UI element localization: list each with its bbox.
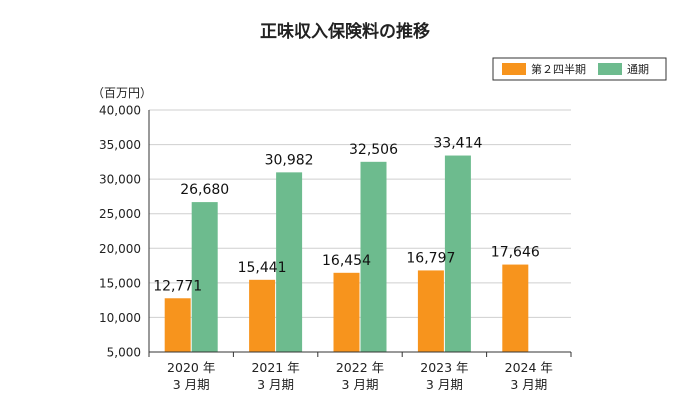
y-axis-ticks: 5,000 10,000 15,000 20,000 25,000 30,000 35,00… [99, 104, 141, 360]
bar-full-year [276, 172, 303, 352]
axes [148, 110, 572, 357]
data-label-full-year: 33,414 [433, 136, 482, 152]
chart-title: 正味収入保険料の推移 [260, 21, 430, 42]
y-tick-label: 20,000 [99, 242, 141, 256]
bar-q2 [417, 270, 444, 352]
bar-full-year [360, 161, 387, 352]
bar-q2 [164, 298, 191, 352]
bar-full-year [444, 155, 471, 352]
data-label-q2: 17,646 [491, 245, 540, 261]
data-label-full-year: 30,982 [265, 152, 314, 168]
x-tick-label-period: 3 月期 [342, 377, 379, 392]
x-tick-label-year: 2024 年 [505, 360, 553, 375]
y-tick-label: 25,000 [99, 207, 141, 221]
x-tick-label-year: 2022 年 [336, 360, 384, 375]
x-tick-label-year: 2021 年 [251, 360, 299, 375]
x-tick-label-period: 3 月期 [426, 377, 463, 392]
y-tick-label: 35,000 [99, 138, 141, 152]
legend-label-q2: 第２四半期 [531, 62, 586, 76]
x-tick-label-year: 2023 年 [420, 360, 468, 375]
x-axis-categories: 2020 年 3 月期 2021 年 3 月期 2022 年 3 月期 2023 年 3 月期… [167, 360, 553, 392]
y-tick-label: 15,000 [99, 276, 141, 290]
bar-q2 [249, 279, 276, 352]
legend-box [492, 57, 667, 81]
data-label-q2: 16,797 [406, 250, 455, 266]
y-tick-label: 5,000 [107, 346, 141, 360]
legend-swatch-q2 [502, 63, 526, 75]
legend: 第２四半期 通期 [492, 57, 667, 81]
bar-q2 [502, 264, 529, 352]
y-tick-label: 30,000 [99, 173, 141, 187]
bar-full-year [191, 202, 218, 352]
data-label-q2: 12,771 [153, 278, 202, 294]
bars [164, 155, 529, 352]
data-label-full-year: 32,506 [349, 142, 398, 158]
x-tick-label-period: 3 月期 [257, 377, 294, 392]
data-label-q2: 16,454 [322, 253, 371, 269]
y-axis-unit: （百万円） [92, 86, 152, 100]
grid-lines [149, 109, 571, 318]
bar-q2 [333, 272, 360, 352]
data-label-full-year: 26,680 [180, 182, 229, 198]
data-labels: 12,771 26,680 15,441 30,982 16,454 32,506 16,7… [153, 136, 540, 295]
x-tick-label-period: 3 月期 [510, 377, 547, 392]
data-label-q2: 15,441 [238, 260, 287, 276]
x-tick-label-period: 3 月期 [173, 377, 210, 392]
y-tick-label: 10,000 [99, 311, 141, 325]
legend-swatch-full-year [598, 63, 622, 75]
y-tick-label: 40,000 [99, 104, 141, 118]
x-tick-label-year: 2020 年 [167, 360, 215, 375]
legend-label-full-year: 通期 [627, 63, 649, 76]
